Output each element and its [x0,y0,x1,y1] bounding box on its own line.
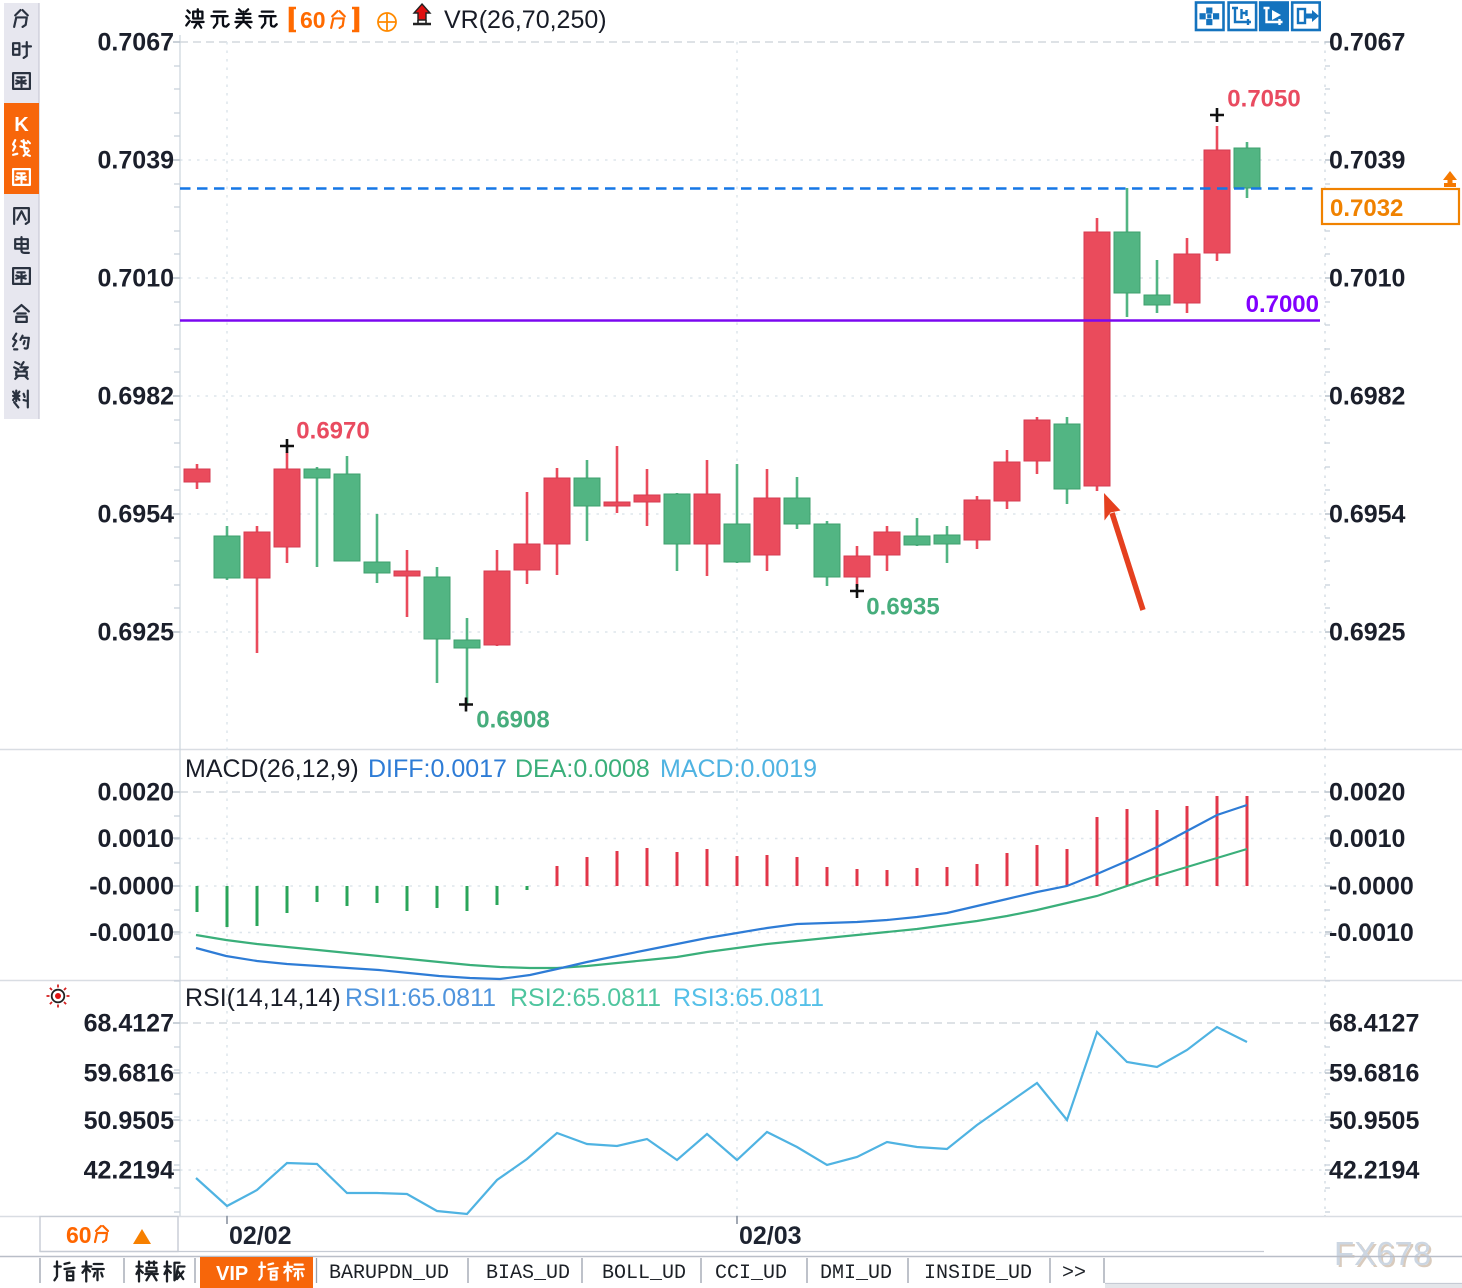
svg-text:0.6925: 0.6925 [1329,619,1406,647]
svg-text:50.9505: 50.9505 [1329,1107,1419,1135]
svg-text:0.0010: 0.0010 [98,825,174,853]
svg-text:FX678: FX678 [1334,1235,1431,1272]
svg-text:INSIDE_UD: INSIDE_UD [924,1262,1032,1285]
svg-text:BOLL_UD: BOLL_UD [602,1262,686,1285]
svg-text:68.4127: 68.4127 [1329,1010,1419,1038]
svg-text:DIFF:0.0017: DIFF:0.0017 [368,755,507,783]
svg-text:K: K [14,114,29,136]
svg-text:0.6925: 0.6925 [98,619,175,647]
svg-text:FX678: FX678 [1336,1237,1433,1274]
svg-text:0.7010: 0.7010 [98,265,174,293]
svg-text:02/03: 02/03 [739,1222,802,1250]
svg-text:0.7067: 0.7067 [98,29,174,57]
svg-text:RSI1:65.0811: RSI1:65.0811 [345,984,496,1012]
svg-text:0.6982: 0.6982 [1329,383,1405,411]
svg-text:60: 60 [66,1222,92,1248]
svg-text:0.7032: 0.7032 [1330,195,1403,222]
svg-text:0.7010: 0.7010 [1329,265,1405,293]
svg-text:0.6982: 0.6982 [98,383,174,411]
svg-text:>>: >> [1062,1262,1086,1285]
svg-text:RSI(14,14,14): RSI(14,14,14) [185,984,341,1012]
svg-text:RSI2:65.0811: RSI2:65.0811 [510,984,661,1012]
svg-text:0.7050: 0.7050 [1227,86,1300,113]
svg-text:0.6935: 0.6935 [866,594,939,621]
svg-text:RSI3:65.0811: RSI3:65.0811 [673,984,824,1012]
svg-text:0.7039: 0.7039 [98,147,174,175]
svg-text:0.7039: 0.7039 [1329,147,1405,175]
svg-text:59.6816: 59.6816 [1329,1059,1419,1087]
svg-text:MACD:0.0019: MACD:0.0019 [660,755,817,783]
svg-text:VIP: VIP [216,1263,248,1285]
svg-text:-0.0010: -0.0010 [1329,919,1414,947]
svg-text:DMI_UD: DMI_UD [820,1262,892,1285]
svg-text:0.6908: 0.6908 [476,707,549,734]
svg-text:0.0020: 0.0020 [1329,779,1405,807]
svg-text:02/02: 02/02 [229,1222,292,1250]
svg-text:BARUPDN_UD: BARUPDN_UD [329,1262,449,1285]
svg-text:0.7067: 0.7067 [1329,29,1405,57]
svg-text:42.2194: 42.2194 [84,1157,174,1185]
svg-text:CCI_UD: CCI_UD [715,1262,787,1285]
svg-text:DEA:0.0008: DEA:0.0008 [515,755,650,783]
svg-text:59.6816: 59.6816 [84,1059,174,1087]
svg-text:60: 60 [300,7,326,33]
svg-text:-0.0000: -0.0000 [1329,873,1414,901]
svg-text:VR(26,70,250): VR(26,70,250) [444,6,607,34]
svg-text:0.7000: 0.7000 [1246,291,1319,318]
svg-text:-0.0010: -0.0010 [89,919,174,947]
svg-text:0.6954: 0.6954 [1329,501,1406,529]
svg-text:0.6970: 0.6970 [296,418,369,445]
svg-text:42.2194: 42.2194 [1329,1157,1419,1185]
svg-text:MACD(26,12,9): MACD(26,12,9) [185,755,359,783]
svg-text:0.0020: 0.0020 [98,779,174,807]
svg-text:68.4127: 68.4127 [84,1010,174,1038]
svg-text:0.6954: 0.6954 [98,501,175,529]
svg-text:-0.0000: -0.0000 [89,873,174,901]
svg-text:50.9505: 50.9505 [84,1107,174,1135]
svg-text:BIAS_UD: BIAS_UD [486,1262,570,1285]
svg-text:0.0010: 0.0010 [1329,825,1405,853]
